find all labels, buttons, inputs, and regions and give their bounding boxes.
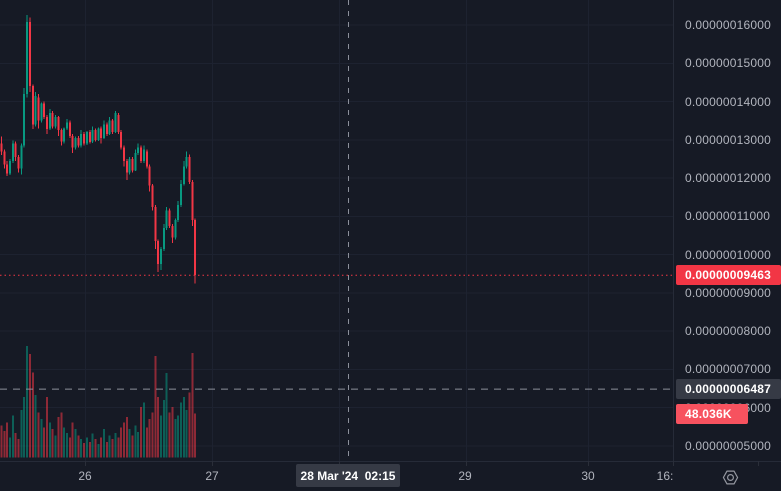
time-axis-label: 29 — [458, 469, 472, 483]
time-axis-label: 27 — [205, 469, 219, 483]
crosshair-time-value: 28 Mar '24 02:15 — [300, 468, 396, 483]
time-axis-tick — [212, 461, 213, 466]
volume-series — [0, 345, 197, 458]
time-axis-label: 30 — [581, 469, 595, 483]
price-axis[interactable]: 0.00000009463 0.00000006487 48.036K 0.00… — [673, 0, 781, 461]
candlestick-chart-canvas[interactable] — [0, 0, 674, 461]
time-axis-tick — [588, 461, 589, 466]
time-axis-tick — [339, 461, 340, 466]
last-price-label: 0.00000009463 — [676, 265, 781, 285]
price-axis-label: 0.00000015000 — [685, 56, 772, 70]
price-scale-settings-button[interactable] — [719, 466, 741, 488]
time-axis-tick — [466, 461, 467, 466]
price-axis-label: 0.00000010000 — [685, 248, 772, 262]
time-axis-tick — [85, 461, 86, 466]
price-axis-label: 0.00000016000 — [685, 18, 772, 32]
volume-value-label: 48.036K — [676, 404, 748, 424]
candles-series — [0, 15, 197, 284]
price-axis-label: 0.00000007000 — [685, 362, 772, 376]
gridlines — [0, 0, 674, 461]
time-axis[interactable]: 28 Mar '24 02:15 26 27 29 30 16: — [0, 461, 781, 491]
price-axis-label: 0.00000012000 — [685, 171, 772, 185]
time-axis-tick — [673, 461, 674, 466]
price-axis-label: 0.00000013000 — [685, 133, 772, 147]
crosshair-price-value: 0.00000006487 — [685, 382, 772, 396]
gear-hexnut-icon — [722, 470, 738, 484]
chart-plot-area[interactable] — [0, 0, 674, 461]
crosshair-price-label: 0.00000006487 — [676, 379, 781, 399]
time-axis-label: 16: — [656, 469, 674, 483]
price-axis-label: 0.00000005000 — [685, 439, 772, 453]
price-axis-label: 0.00000011000 — [685, 209, 771, 223]
last-price-value: 0.00000009463 — [685, 268, 772, 282]
price-axis-label: 0.00000014000 — [685, 95, 772, 109]
crosshair-time-label: 28 Mar '24 02:15 — [296, 464, 400, 487]
volume-value: 48.036K — [685, 407, 732, 421]
time-axis-label: 26 — [78, 469, 92, 483]
price-axis-label: 0.00000008000 — [685, 324, 772, 338]
price-axis-label: 0.00000009000 — [685, 286, 772, 300]
time-axis-tick — [758, 461, 759, 466]
